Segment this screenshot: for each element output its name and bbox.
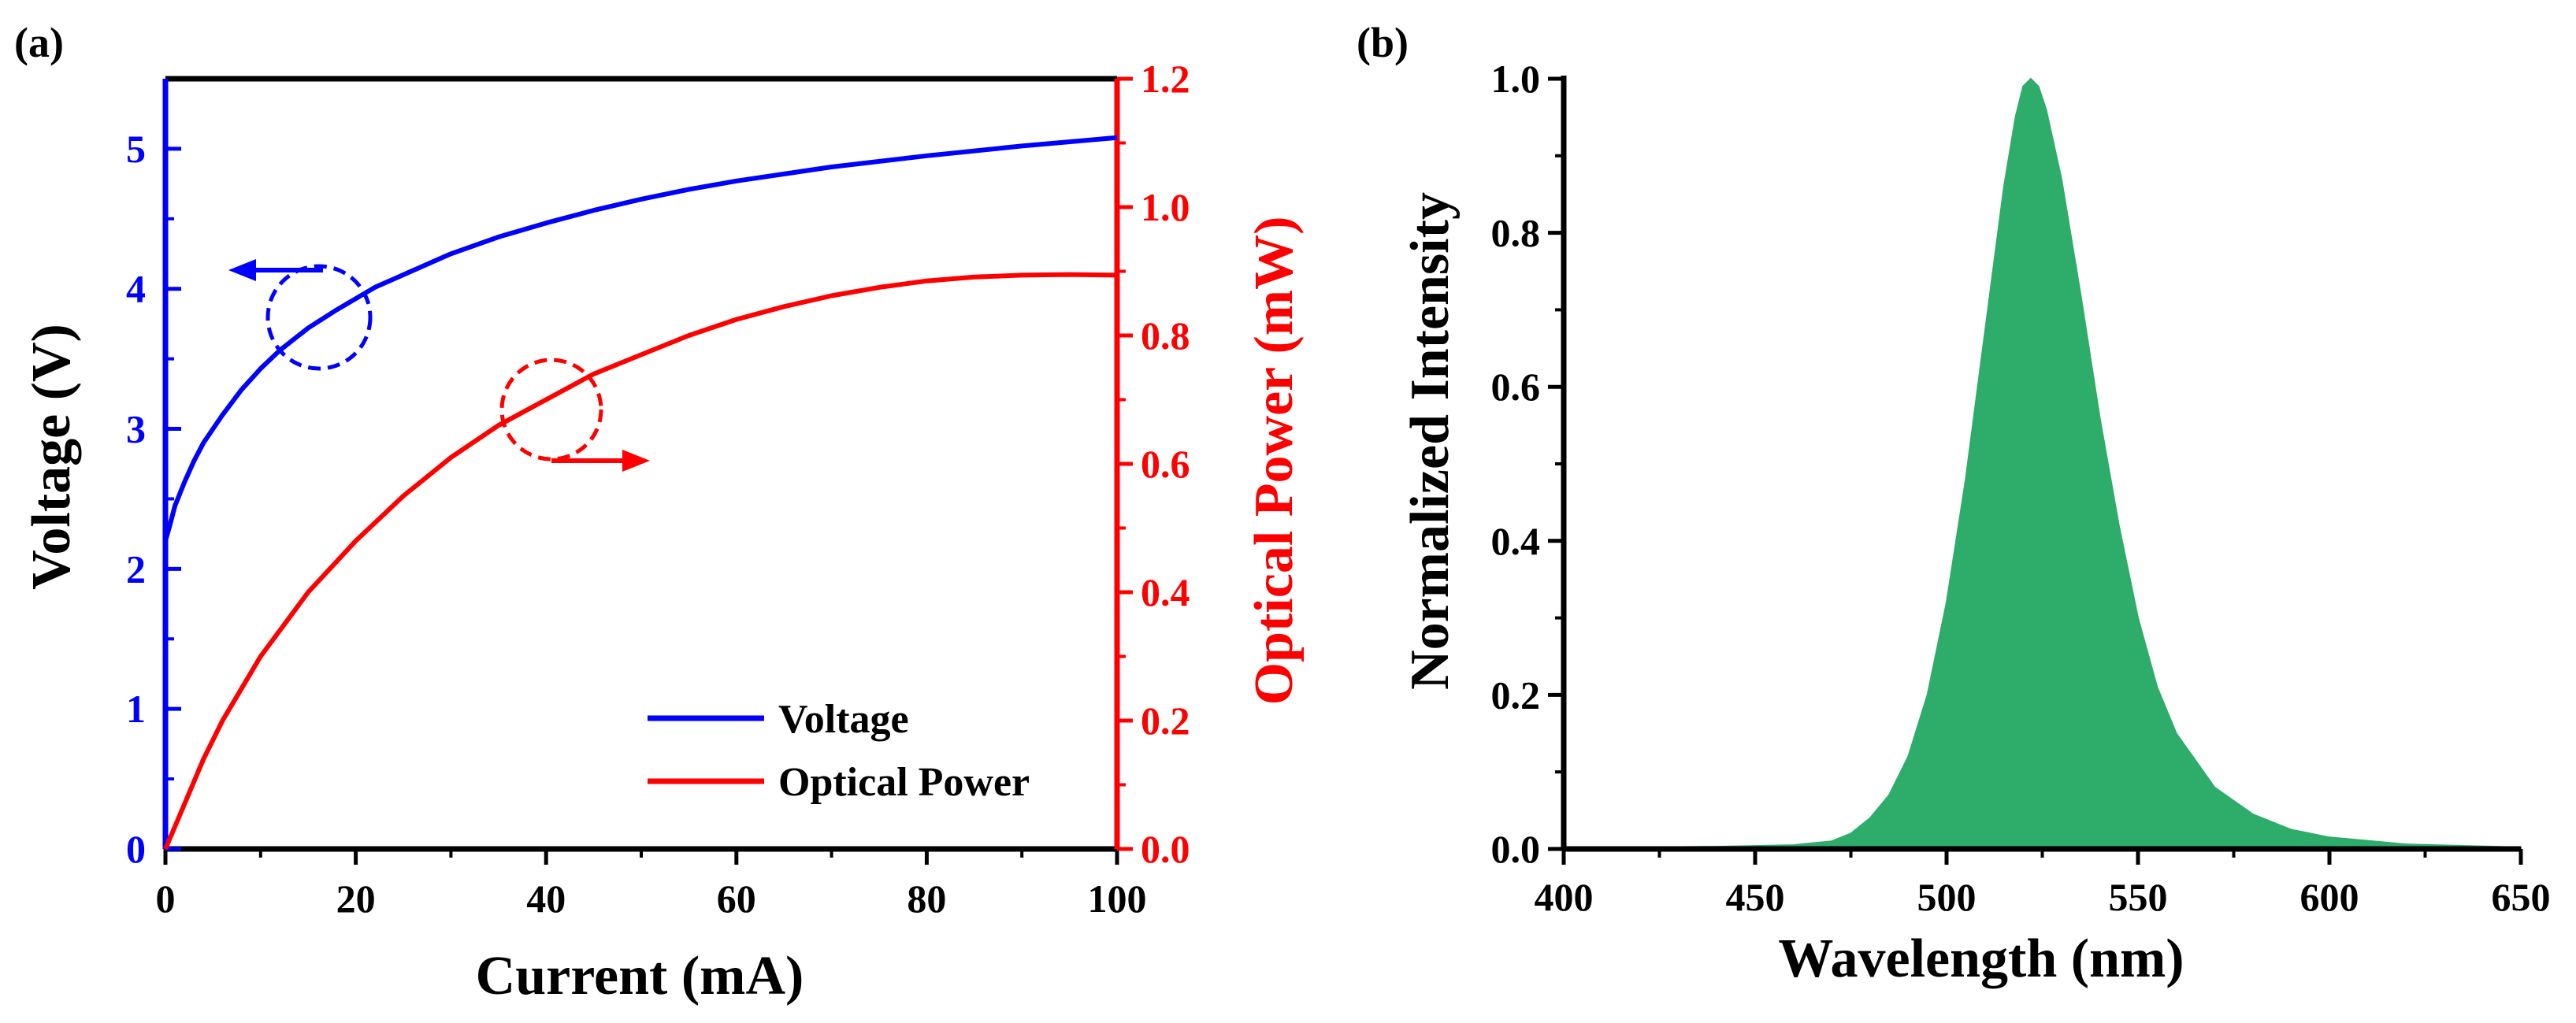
y-axis-title-b: Normalized Intensity bbox=[1400, 192, 1461, 690]
panel-label-b: (b) bbox=[1357, 19, 1409, 66]
y-tick-label-left-a: 3 bbox=[126, 407, 146, 451]
power-axis-indicator bbox=[499, 358, 650, 472]
panel-b: (b) 400 450 500 550 600 650 0.0 0.2 0.4 0.6 0.8 1.0… bbox=[1357, 19, 2551, 989]
series-line-voltage bbox=[163, 135, 1118, 542]
x-tick-label-a: 60 bbox=[717, 877, 756, 921]
y-tick-label-right-a: 0.4 bbox=[1141, 570, 1190, 614]
y-tick-label-left-a: 0 bbox=[126, 827, 146, 871]
voltage-indicator-arrowhead bbox=[228, 259, 256, 281]
x-tick-label-a: 40 bbox=[526, 877, 566, 921]
y-tick-label-right-a: 1.0 bbox=[1141, 185, 1190, 229]
y-tick-label-left-a: 2 bbox=[126, 547, 146, 591]
x-tick-label-a: 20 bbox=[336, 877, 376, 921]
x-axis-title-b: Wavelength (nm) bbox=[1778, 928, 2184, 989]
panel-label-a: (a) bbox=[14, 19, 64, 66]
x-axis-title-a: Current (mA) bbox=[476, 946, 804, 1006]
y-tick-label-b: 1.0 bbox=[1491, 57, 1541, 101]
y-tick-label-b: 0.0 bbox=[1491, 827, 1541, 871]
x-tick-label-a: 80 bbox=[907, 877, 946, 921]
y-tick-label-b: 0.2 bbox=[1491, 673, 1541, 717]
y-tick-label-left-a: 1 bbox=[126, 687, 146, 731]
y-axis-title-right-a: Optical Power (mW) bbox=[1244, 217, 1305, 706]
y-tick-label-b: 0.4 bbox=[1491, 519, 1541, 563]
y-tick-label-right-a: 0.0 bbox=[1141, 827, 1190, 871]
y-tick-label-b: 0.8 bbox=[1491, 211, 1541, 255]
legend-label-voltage: Voltage bbox=[778, 697, 909, 742]
voltage-indicator-circle bbox=[265, 264, 373, 371]
y-tick-label-right-a: 0.2 bbox=[1141, 699, 1190, 743]
x-tick-label-b: 550 bbox=[2109, 875, 2168, 919]
x-tick-label-b: 450 bbox=[1726, 875, 1785, 919]
x-tick-label-b: 400 bbox=[1535, 875, 1594, 919]
y-tick-label-right-a: 0.6 bbox=[1141, 442, 1190, 486]
power-indicator-arrowhead bbox=[622, 450, 650, 472]
x-tick-label-a: 100 bbox=[1088, 877, 1147, 921]
y-tick-label-right-a: 1.2 bbox=[1141, 57, 1190, 101]
x-tick-label-b: 650 bbox=[2492, 875, 2551, 919]
legend-label-power: Optical Power bbox=[778, 760, 1030, 805]
x-tick-label-b: 600 bbox=[2300, 875, 2359, 919]
x-tick-label-a: 0 bbox=[156, 877, 176, 921]
panel-a: (a) 0 20 40 60 80 100 0 1 2 3 4 5 0.0 0.2 0.4 0.6 0.8 1.0… bbox=[14, 19, 1305, 1006]
spectrum-area bbox=[1563, 77, 2522, 850]
legend-a: Voltage Optical Power bbox=[648, 697, 1030, 805]
y-axis-title-left-a: Voltage (V) bbox=[21, 324, 82, 590]
power-indicator-circle bbox=[499, 358, 603, 461]
voltage-axis-indicator bbox=[228, 259, 373, 371]
y-tick-label-b: 0.6 bbox=[1491, 365, 1541, 409]
y-tick-label-right-a: 0.8 bbox=[1141, 313, 1190, 358]
series-line-optical-power bbox=[163, 272, 1118, 851]
y-tick-label-left-a: 4 bbox=[126, 267, 146, 311]
x-tick-label-b: 500 bbox=[1917, 875, 1977, 919]
y-tick-label-left-a: 5 bbox=[126, 127, 146, 171]
